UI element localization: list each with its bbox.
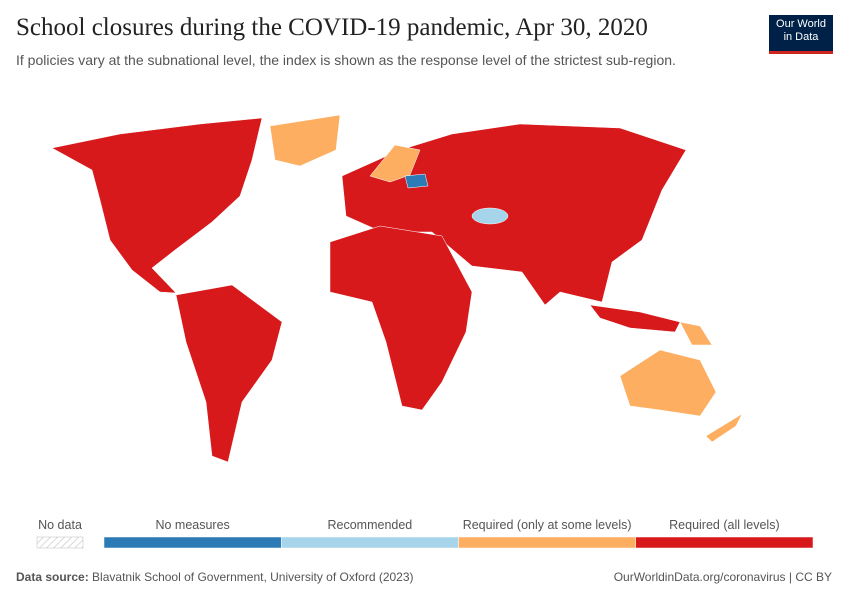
logo[interactable]: Our World in Data [769, 15, 833, 54]
indonesia[interactable] [589, 304, 681, 333]
papua[interactable] [679, 321, 713, 346]
source-label: Data source: [16, 570, 89, 584]
source: Data source: Blavatnik School of Governm… [16, 570, 414, 584]
belarus[interactable] [404, 173, 429, 189]
subtitle: If policies vary at the subnational leve… [16, 52, 676, 68]
legend-swatch [635, 536, 814, 549]
legend-label: No data [38, 518, 82, 532]
legend-label: Recommended [327, 518, 412, 532]
legend-swatch [103, 536, 282, 549]
scandinavia[interactable] [369, 144, 421, 183]
north-america[interactable] [51, 117, 263, 294]
legend-swatch [281, 536, 459, 549]
eurasia[interactable] [341, 123, 687, 306]
legend-label: Required (all levels) [669, 518, 779, 532]
logo-line: Our World [776, 18, 826, 30]
logo-line: in Data [783, 31, 819, 43]
title: School closures during the COVID-19 pand… [16, 14, 648, 41]
new-zealand[interactable] [705, 413, 743, 443]
australia[interactable] [619, 349, 717, 417]
greenland[interactable] [269, 114, 341, 167]
legend-label: Required (only at some levels) [463, 518, 632, 532]
legend-label: No measures [155, 518, 229, 532]
legend-swatch [36, 536, 84, 549]
source-text: Blavatnik School of Government, Universi… [92, 570, 414, 584]
legend-swatch [458, 536, 636, 549]
central-asia[interactable] [471, 207, 509, 225]
africa[interactable] [329, 225, 473, 411]
south-america[interactable] [175, 284, 283, 463]
url[interactable]: OurWorldinData.org/coronavirus | CC BY [613, 570, 832, 584]
